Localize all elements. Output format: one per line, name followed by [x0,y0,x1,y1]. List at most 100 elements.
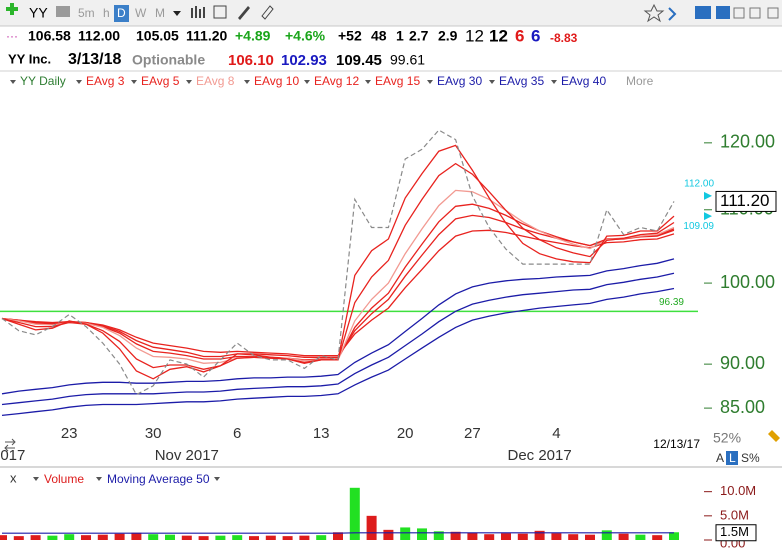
window-icons[interactable] [643,3,779,23]
volume-bar [181,535,192,540]
x-tick-label: 27 [464,425,481,442]
volume-bar [534,530,545,540]
quote-change: +4.89 [235,28,271,44]
moving-average-line [1,258,675,395]
quote-value: 6 [515,26,524,45]
volume-bar [333,532,343,540]
print-icon[interactable] [56,6,70,17]
quote-value: 2.7 [409,28,429,44]
x-tick-label: 30 [145,425,162,442]
quote-value: 106.58 [28,28,71,44]
legend-entry[interactable]: EAvg 35 [499,74,544,88]
legend-arrow [76,80,82,84]
x-period-label: Nov 2017 [155,447,219,464]
interval[interactable]: h [103,6,110,20]
volume-bar [417,528,427,540]
volume-bar [501,533,511,540]
price-marker-label: 112.00 [684,179,714,190]
stat: 106.10 [228,52,274,69]
legend-entry[interactable]: YY Daily [20,74,66,88]
quote-value: 112.00 [78,28,120,44]
volume-bar [114,533,125,540]
interval[interactable]: 5m [78,6,95,20]
scale-button[interactable]: L [729,451,736,465]
volume-bar [383,529,394,540]
legend-entry[interactable]: EAvg 10 [254,74,299,88]
volume-bar [568,534,579,540]
quote-change: +4.6% [285,28,326,44]
legend-arrow [186,80,192,84]
quote-value: -8.83 [550,31,578,45]
interval[interactable]: M [155,6,165,20]
volume-bar [450,531,461,540]
volume-bar [601,530,612,540]
legend-entry[interactable]: EAvg 40 [561,74,606,88]
stat: 109.45 [336,52,382,69]
volume-bar [97,534,108,540]
x-tick-label: 4 [552,425,560,442]
price-line [1,129,675,396]
moving-average-line [1,203,675,361]
add-button[interactable] [6,3,18,15]
legend-arrow [551,80,557,84]
last-date: 12/13/17 [653,437,700,451]
more-button[interactable]: More [626,74,654,88]
scale-button[interactable]: A [716,451,724,465]
quote-value: 12 [465,26,484,45]
legend-entry[interactable]: EAvg 8 [196,74,235,88]
legend-entry[interactable]: Volume [44,472,84,486]
stat: 102.93 [281,52,327,69]
scale-button-bg [726,451,738,465]
volume-bar [249,536,259,540]
quote-value: 1 [396,28,404,44]
quote-value: 12 [489,26,508,45]
symbol[interactable]: YY [29,5,48,21]
dots: ··· [6,29,18,43]
percent-label: 52% [713,430,741,446]
x-tick-label: 20 [397,425,414,442]
volume-bar [148,534,159,540]
interval[interactable]: W [135,6,147,20]
legend-arrow [33,477,39,481]
quote-value: 6 [531,26,540,45]
legend-entry[interactable]: EAvg 3 [86,74,125,88]
legend-arrow [304,80,310,84]
quote-value: 105.05 [136,28,179,44]
stat: 99.61 [390,52,425,68]
price-marker [704,212,712,221]
volume-bar [282,536,293,540]
legend-entry[interactable]: EAvg 12 [314,74,359,88]
edit-icon[interactable] [768,430,780,442]
dropdown-arrow[interactable] [173,11,181,16]
legend-entry[interactable]: Moving Average 50 [107,472,210,486]
legend-entry[interactable]: EAvg 30 [437,74,482,88]
legend-arrow [10,80,16,84]
interval[interactable]: D [117,6,126,20]
volume-bar [165,534,175,540]
last-price-box [715,190,777,212]
volume-bar [551,533,562,540]
legend-arrow [365,80,371,84]
report-date: 3/13/18 [68,51,121,68]
moving-average-line [1,214,675,358]
legend-arrow [96,477,102,481]
last-price-label: 111.20 [720,191,769,210]
legend-entry[interactable]: EAvg 15 [375,74,420,88]
company-name: YY Inc. [8,51,51,66]
volume-bar [47,535,58,540]
volume-bar [299,535,310,540]
tool-icons[interactable] [191,5,274,20]
volume-bar [349,487,360,540]
sync-icon[interactable] [4,438,16,452]
volume-bar [433,531,444,540]
y-tick-label: 100.00 [720,272,775,292]
legend-entry[interactable]: EAvg 5 [141,74,180,88]
level-label: 96.39 [659,297,684,308]
scale-button[interactable]: S% [741,451,760,465]
last-value-box [715,524,757,542]
quote-value: 48 [371,28,387,44]
price-plot [0,129,698,417]
volume-bar [265,535,276,540]
close-pane[interactable]: x [10,470,17,485]
